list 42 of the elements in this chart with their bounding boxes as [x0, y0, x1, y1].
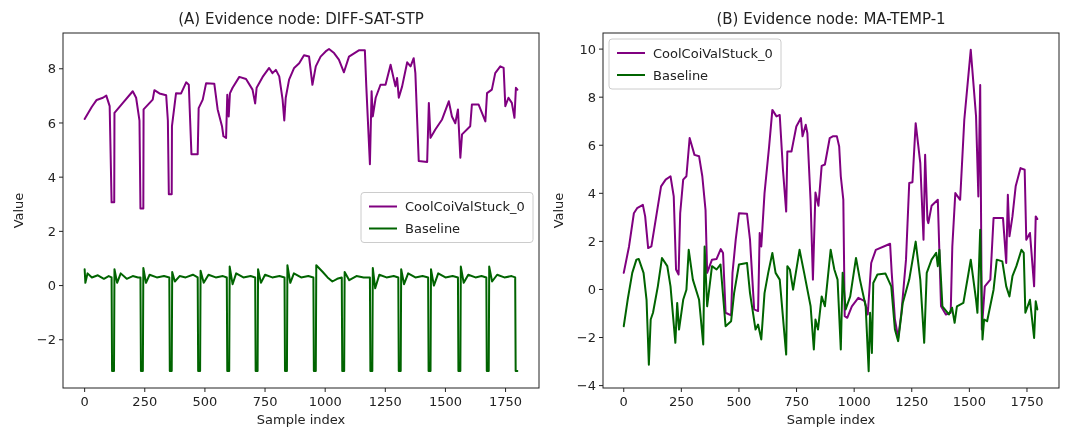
x-tick-label: 1000: [308, 394, 342, 409]
x-tick-label: 250: [668, 394, 694, 409]
y-tick-label: 10: [579, 41, 596, 57]
y-tick-label: 6: [47, 115, 56, 131]
y-tick-label: 8: [587, 89, 596, 105]
y-tick-label: 8: [47, 61, 56, 77]
y-tick-label: 2: [47, 223, 56, 239]
x-tick-label: 1750: [489, 394, 523, 409]
y-tick-label: 0: [587, 282, 596, 298]
y-tick-label: 4: [47, 169, 56, 185]
y-tick-label: −2: [36, 332, 56, 348]
x-tick-label: 500: [192, 394, 218, 409]
x-tick-label: 500: [726, 394, 752, 409]
x-tick-label: 250: [132, 394, 158, 409]
x-axis-title: Sample index: [786, 412, 876, 427]
legend-label: Baseline: [653, 67, 709, 83]
line-series: [83, 264, 519, 372]
x-tick-label: 750: [252, 394, 278, 409]
x-tick-label: 1250: [895, 394, 929, 409]
y-axis-title: Value: [551, 192, 566, 229]
x-axis-title: Sample index: [256, 412, 346, 427]
y-tick-label: −2: [576, 330, 596, 346]
x-tick-label: 1000: [837, 394, 871, 409]
chart-title: (B) Evidence node: MA-TEMP-1: [716, 10, 946, 28]
y-tick-label: 4: [587, 185, 596, 201]
x-tick-label: 1750: [1010, 394, 1044, 409]
legend-label: CoolCoiValStuck_0: [653, 45, 773, 61]
x-tick-label: 0: [619, 394, 628, 409]
x-tick-label: 1250: [368, 394, 402, 409]
chart-title: (A) Evidence node: DIFF-SAT-STP: [178, 10, 424, 28]
x-tick-label: 1500: [428, 394, 462, 409]
y-tick-label: −4: [576, 378, 596, 394]
x-tick-label: 1500: [952, 394, 986, 409]
y-tick-label: 2: [587, 233, 596, 249]
legend-label: Baseline: [405, 221, 461, 237]
x-tick-label: 750: [784, 394, 809, 409]
y-tick-label: 0: [47, 278, 56, 294]
x-tick-label: 0: [80, 394, 89, 409]
y-axis-title: Value: [11, 192, 26, 229]
line-series: [622, 228, 1039, 373]
y-tick-label: 6: [587, 137, 596, 153]
legend-label: CoolCoiValStuck_0: [405, 199, 525, 215]
